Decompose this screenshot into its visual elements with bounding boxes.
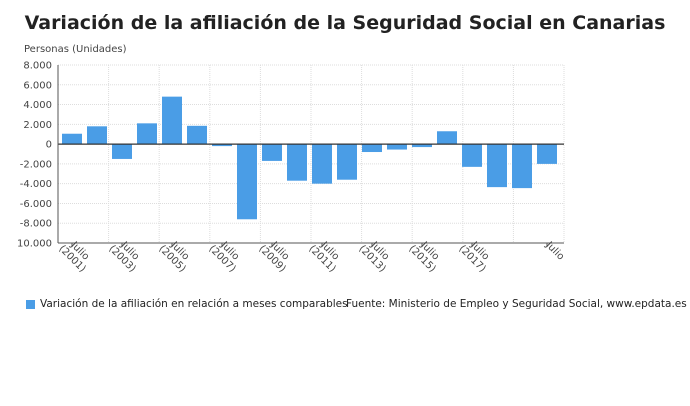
y-tick-label: 6.000 [23,80,52,91]
y-tick-label: -2.000 [20,159,52,170]
x-tick-label: Julio(2003) [106,236,145,275]
bar-2011 [312,144,332,184]
bar-2007 [212,144,232,147]
legend: Variación de la afiliación en relación a… [26,298,348,310]
x-tick-label: Julio(2007) [206,236,245,275]
legend-label: Variación de la afiliación en relación a… [40,298,348,310]
bar-2001 [62,133,82,145]
bar-2017 [462,144,482,167]
y-tick-label: 0 [46,140,52,151]
y-tick-label: 4.000 [23,100,52,111]
x-tick-label: Julio(2011) [306,236,345,275]
x-tick-label: Julio(2017) [456,236,495,275]
bar-2004 [137,123,157,145]
bar-2002 [87,126,107,145]
bar-2009 [262,144,282,161]
y-tick-label: 10.000 [17,239,52,250]
bar-2008 [237,144,257,220]
y-tick-label: -8.000 [20,219,52,230]
x-tick-label: Julio(2009) [256,236,295,275]
bar-2005 [162,96,182,145]
bar-2015 [412,144,432,148]
bar-2020 [537,144,557,164]
bar-2006 [187,125,207,145]
source-note: Fuente: Ministerio de Empleo y Seguridad… [346,298,687,310]
x-tick-label: Julio(2013) [356,236,395,275]
bar-2019 [512,144,532,189]
bar-2018 [487,144,507,188]
chart-title: Variación de la afiliación de la Segurid… [24,12,666,34]
y-tick-label: 2.000 [23,120,52,131]
bar-2010 [287,144,307,181]
y-axis-label: Personas (Unidades) [24,44,127,55]
x-tick-label: Julio(2001) [56,236,95,275]
legend-swatch [26,299,35,309]
bar-2012 [337,144,357,180]
y-tick-label: -4.000 [20,179,52,190]
bar-2016 [437,131,457,145]
bar-2013 [362,144,382,153]
y-tick-label: -6.000 [20,199,52,210]
bar-2014 [387,144,407,150]
y-tick-label: 8.000 [23,61,52,72]
x-tick-label: Julio(2005) [156,236,195,275]
bar-2003 [112,144,132,159]
